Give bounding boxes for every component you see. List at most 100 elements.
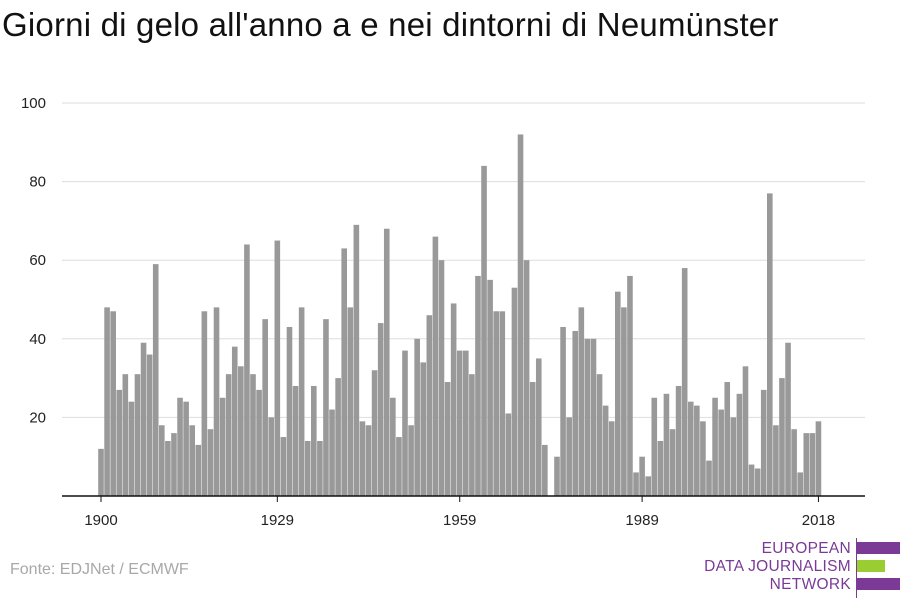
bar-1911 [165, 440, 171, 496]
bar-1977 [566, 417, 572, 496]
bar-1984 [608, 421, 615, 496]
bar-1920 [219, 397, 226, 496]
bar-1988 [633, 472, 639, 496]
bar-1972 [535, 358, 542, 496]
bar-1935 [311, 385, 317, 496]
bar-1915 [189, 425, 195, 496]
bar-2001 [712, 397, 718, 496]
bar-2008 [754, 468, 761, 496]
bar-1924 [244, 244, 250, 496]
bar-1940 [341, 248, 347, 496]
bar-1982 [596, 374, 603, 496]
bar-1903 [116, 389, 123, 496]
bar-1950 [402, 350, 408, 496]
bar-1980 [584, 338, 591, 496]
edjnet-logo[interactable]: EUROPEAN DATA JOURNALISM NETWORK [704, 538, 900, 598]
bar-2013 [785, 342, 791, 496]
bar-1934 [304, 440, 311, 496]
bar-2012 [779, 378, 785, 496]
bar-1921 [225, 374, 232, 496]
bar-1956 [438, 260, 445, 496]
bar-2010 [767, 193, 773, 496]
bar-1906 [134, 374, 141, 496]
bar-1971 [529, 382, 536, 496]
bar-1966 [499, 311, 506, 496]
bar-2007 [748, 464, 755, 496]
bar-2011 [773, 425, 779, 496]
bar-1991 [651, 397, 658, 496]
logo-bar-middle [857, 560, 885, 572]
y-axis-tick-labels: 20 40 60 80 100 [21, 95, 46, 426]
bar-1987 [627, 275, 633, 496]
bar-1961 [469, 374, 475, 496]
bar-1918 [207, 429, 214, 496]
x-tick-label-1900: 1900 [84, 512, 117, 529]
bar-1964 [487, 279, 493, 496]
bar-2005 [736, 393, 743, 496]
bar-1917 [201, 311, 208, 496]
bar-1929 [274, 240, 281, 496]
logo-text-line-2: DATA JOURNALISM [704, 558, 851, 575]
bar-2000 [706, 460, 712, 496]
bar-1954 [426, 315, 433, 496]
bar-1937 [323, 319, 329, 496]
bar-1953 [420, 362, 427, 496]
bar-1948 [390, 397, 396, 496]
x-tick-label-1989: 1989 [625, 512, 658, 529]
y-tick-label-100: 100 [21, 95, 46, 112]
bar-1901 [104, 307, 110, 496]
bar-1998 [694, 405, 700, 496]
bar-1952 [414, 338, 420, 496]
bar-1914 [183, 401, 189, 496]
bar-1902 [110, 311, 116, 496]
bar-2009 [760, 389, 767, 496]
bar-1926 [256, 389, 262, 496]
bar-1933 [298, 307, 305, 496]
bar-1925 [250, 374, 256, 496]
bar-1949 [396, 437, 402, 496]
bar-1919 [213, 307, 220, 496]
bar-1990 [645, 476, 651, 496]
x-tick-label-1929: 1929 [261, 512, 294, 529]
x-tick-label-2018: 2018 [802, 512, 835, 529]
y-tick-label-80: 80 [29, 174, 46, 191]
bar-1916 [195, 444, 202, 496]
source-note: Fonte: EDJNet / ECMWF [10, 561, 189, 578]
bar-1962 [475, 275, 481, 496]
bar-1909 [152, 264, 159, 496]
bar-1942 [353, 224, 360, 496]
bar-1947 [383, 228, 390, 496]
bar-1927 [262, 319, 268, 496]
bar-1986 [621, 307, 627, 496]
bar-1992 [657, 440, 664, 496]
bar-1936 [317, 440, 323, 496]
logo-bar-bottom [857, 578, 900, 590]
chart-title: Giorni di gelo all'anno a e nei dintorni… [2, 6, 779, 43]
bar-1967 [505, 413, 512, 496]
bar-1931 [286, 327, 293, 496]
bar-1932 [292, 385, 299, 496]
bar-1900 [98, 448, 104, 496]
logo-divider [856, 538, 857, 598]
bar-1985 [615, 291, 621, 496]
bar-2002 [718, 409, 724, 496]
bar-1907 [140, 342, 147, 496]
bar-1910 [159, 425, 165, 496]
bar-1944 [365, 425, 372, 496]
bar-1970 [523, 260, 530, 496]
bar-1979 [578, 307, 585, 496]
bar-2014 [791, 429, 797, 496]
bar-1941 [347, 307, 354, 496]
bar-1965 [493, 311, 499, 496]
bar-1951 [408, 425, 414, 496]
bar-1939 [335, 378, 341, 496]
bar-1973 [542, 444, 548, 496]
bar-1960 [463, 350, 469, 496]
bar-1993 [663, 393, 670, 496]
bar-2016 [803, 433, 810, 496]
bar-1996 [681, 268, 688, 496]
bar-1983 [602, 405, 609, 496]
y-tick-label-20: 20 [29, 409, 46, 426]
bar-1994 [669, 429, 676, 496]
bar-1997 [687, 401, 694, 496]
